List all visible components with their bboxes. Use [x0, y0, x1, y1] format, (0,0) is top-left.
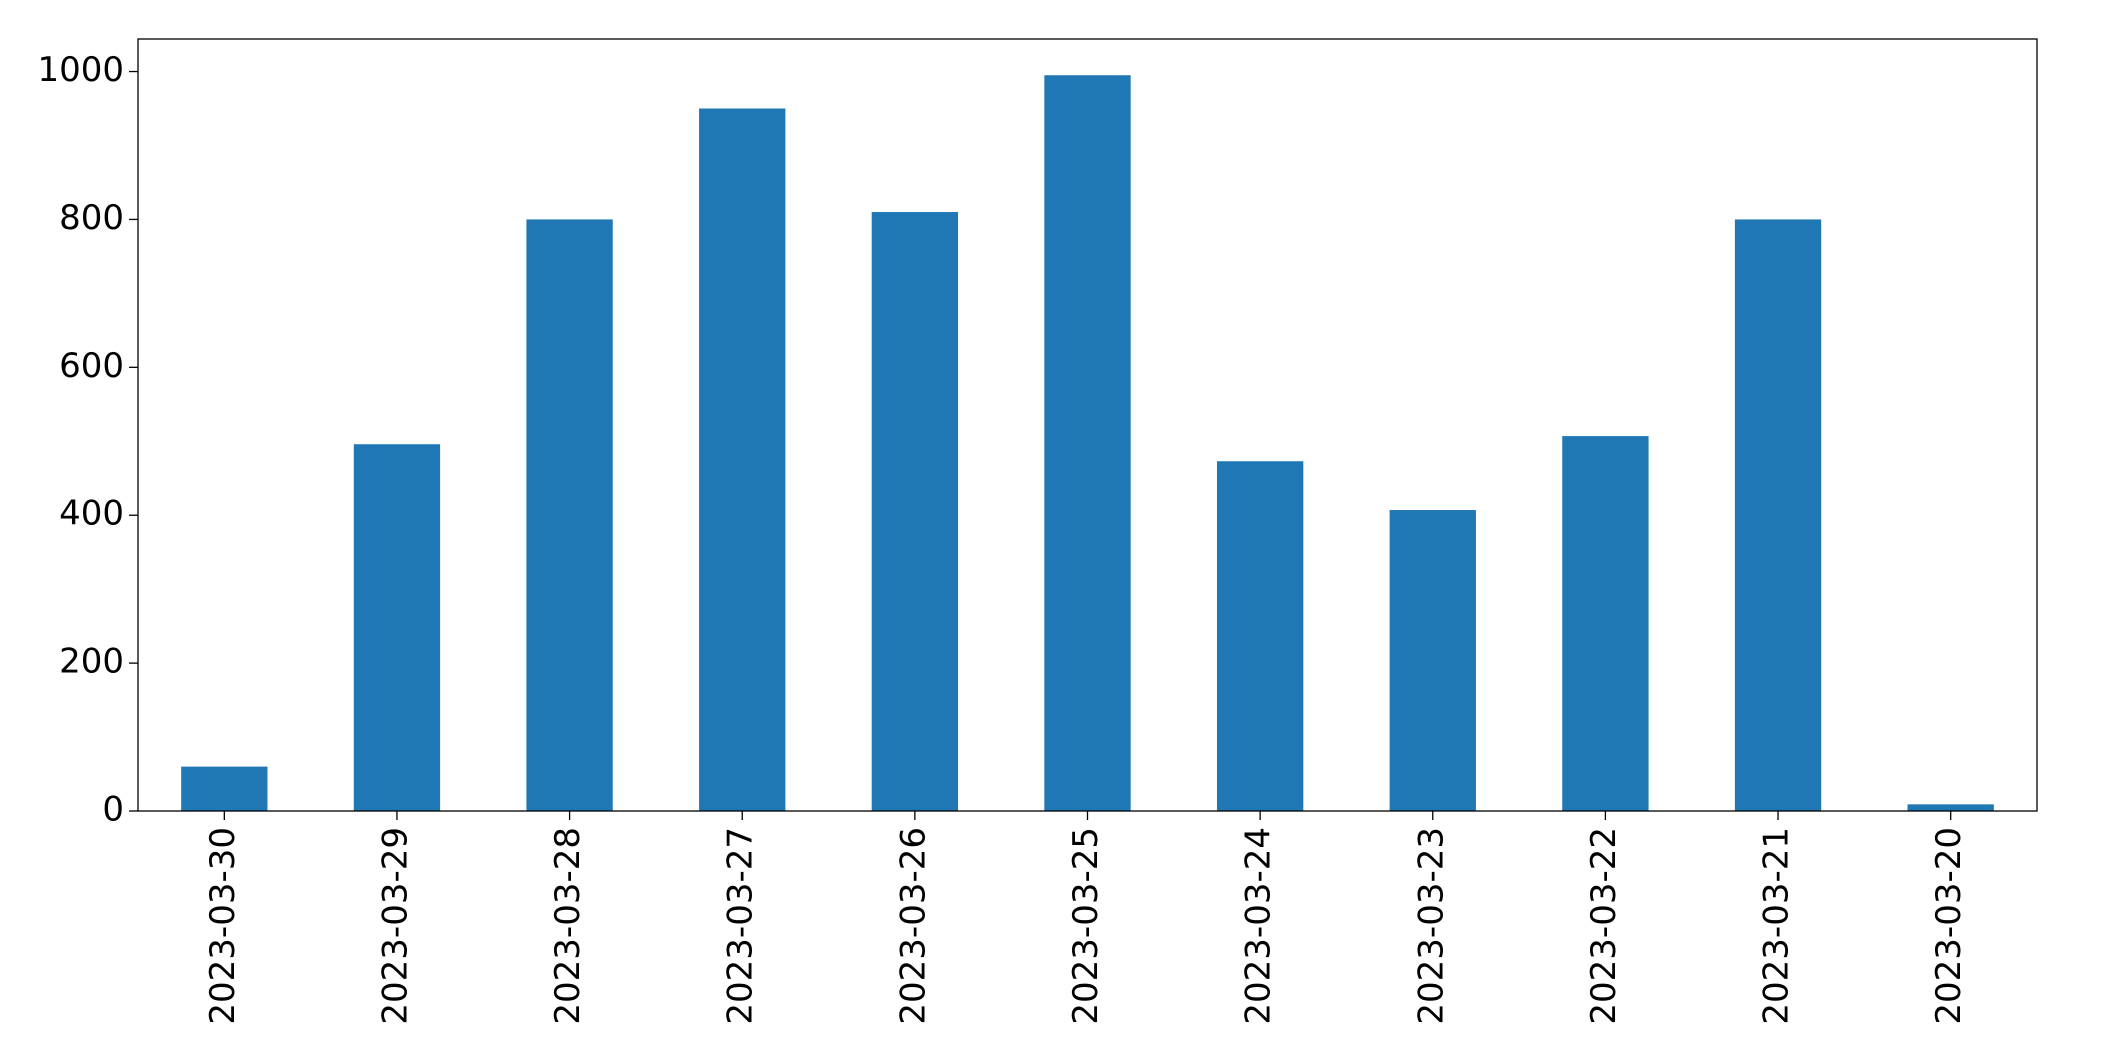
y-tick-label: 600 [59, 346, 124, 386]
x-tick-label: 2023-03-30 [203, 827, 243, 1025]
y-tick-label: 0 [102, 790, 124, 830]
bar [181, 766, 268, 811]
bar [353, 444, 441, 811]
bar [1562, 436, 1649, 811]
x-tick-label: 2023-03-24 [1239, 827, 1279, 1025]
x-tick-label: 2023-03-29 [375, 827, 415, 1025]
y-tick-label: 1000 [37, 50, 124, 90]
x-tick-label: 2023-03-26 [893, 827, 933, 1025]
bar [1907, 804, 1994, 811]
x-tick-label: 2023-03-23 [1411, 827, 1451, 1025]
bar [526, 219, 613, 811]
x-tick-label: 2023-03-20 [1929, 827, 1969, 1025]
plot-frame [137, 38, 2038, 812]
bar [1044, 75, 1131, 812]
bar [1734, 219, 1822, 811]
x-tick-label: 2023-03-25 [1066, 827, 1106, 1025]
x-tick-label: 2023-03-22 [1584, 827, 1624, 1025]
x-tick-label: 2023-03-28 [548, 827, 588, 1025]
bar [871, 212, 959, 811]
bar [699, 108, 786, 811]
y-tick-label: 800 [59, 198, 124, 238]
bar [1389, 510, 1476, 811]
x-tick-label: 2023-03-21 [1757, 827, 1797, 1025]
y-tick-label: 200 [59, 642, 124, 682]
bar [1216, 461, 1304, 811]
x-tick-label: 2023-03-27 [721, 827, 761, 1025]
y-tick-label: 400 [59, 494, 124, 534]
